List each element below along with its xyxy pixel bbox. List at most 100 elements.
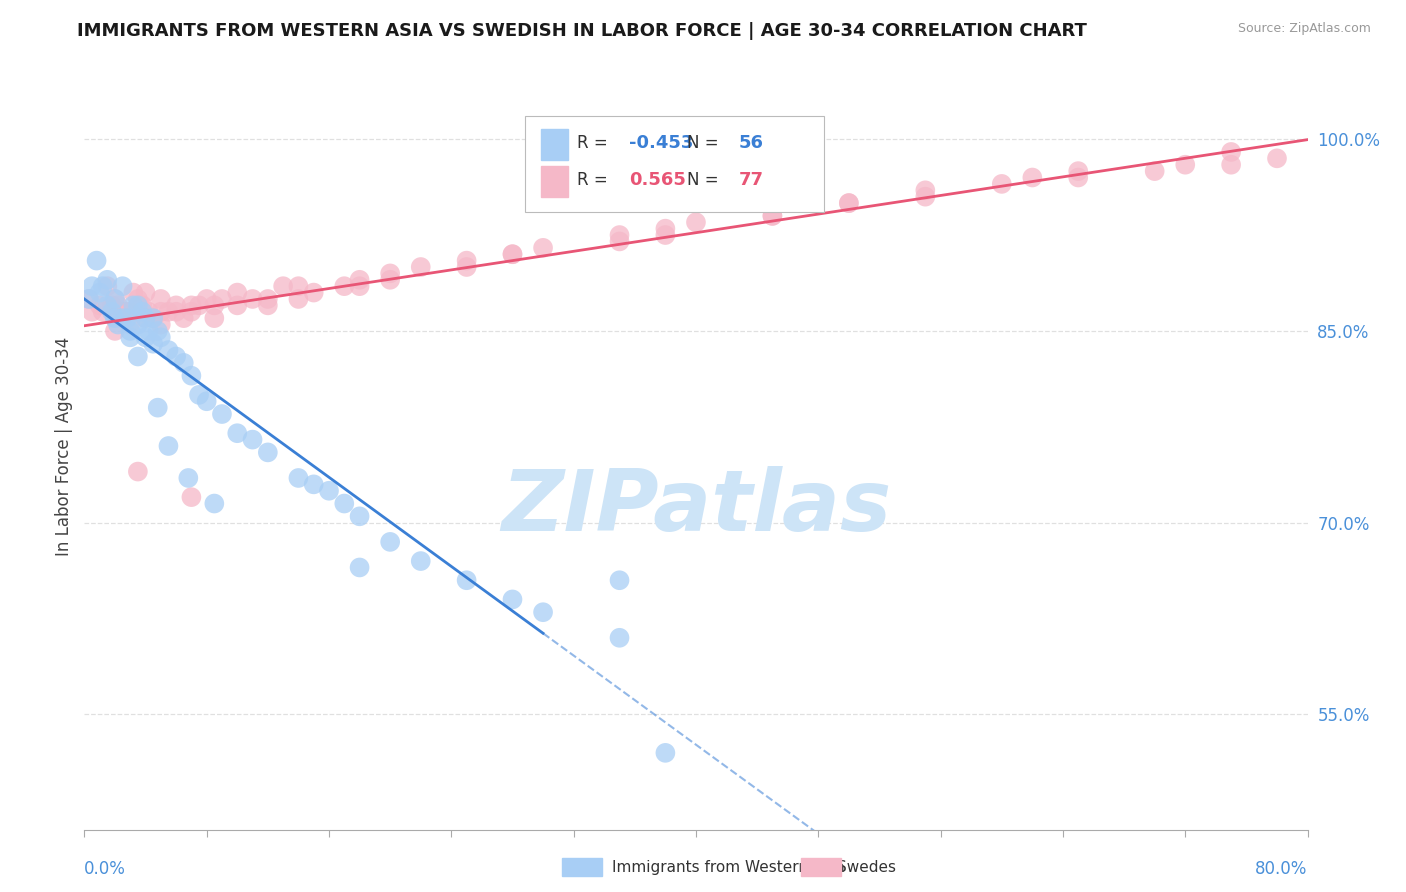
- Point: [142, 336, 165, 351]
- Point: [456, 253, 478, 268]
- Point: [226, 298, 249, 312]
- Point: [135, 311, 157, 326]
- Point: [135, 285, 157, 300]
- Point: [211, 292, 233, 306]
- Point: [531, 241, 554, 255]
- Point: [91, 305, 114, 319]
- Text: Immigrants from Western Asia: Immigrants from Western Asia: [612, 860, 845, 874]
- Point: [349, 279, 371, 293]
- Point: [146, 401, 169, 415]
- Point: [111, 311, 134, 326]
- Point: [226, 426, 249, 441]
- Text: ZIPatlas: ZIPatlas: [501, 466, 891, 549]
- Point: [142, 311, 165, 326]
- Point: [1021, 170, 1043, 185]
- Point: [142, 311, 165, 326]
- Point: [122, 285, 145, 300]
- Point: [89, 285, 111, 300]
- Point: [609, 235, 631, 249]
- Point: [202, 311, 225, 326]
- Point: [101, 298, 124, 312]
- Point: [127, 318, 149, 332]
- Point: [1143, 164, 1166, 178]
- Point: [149, 292, 172, 306]
- Point: [138, 324, 160, 338]
- Point: [609, 227, 631, 242]
- Point: [120, 330, 142, 344]
- Point: [96, 273, 118, 287]
- Point: [107, 298, 129, 312]
- Point: [120, 324, 142, 338]
- Point: [195, 394, 218, 409]
- Point: [180, 368, 202, 383]
- Point: [380, 273, 402, 287]
- Point: [242, 433, 264, 447]
- Point: [1220, 145, 1243, 159]
- Point: [157, 305, 180, 319]
- Text: R =: R =: [578, 170, 613, 189]
- Point: [654, 227, 676, 242]
- Point: [380, 266, 402, 280]
- Point: [104, 292, 127, 306]
- Point: [531, 605, 554, 619]
- Point: [302, 477, 325, 491]
- Point: [127, 292, 149, 306]
- Point: [177, 471, 200, 485]
- Point: [761, 209, 783, 223]
- Point: [202, 298, 225, 312]
- Point: [104, 324, 127, 338]
- Point: [104, 311, 127, 326]
- Text: Source: ZipAtlas.com: Source: ZipAtlas.com: [1237, 22, 1371, 36]
- Point: [609, 573, 631, 587]
- Text: IMMIGRANTS FROM WESTERN ASIA VS SWEDISH IN LABOR FORCE | AGE 30-34 CORRELATION C: IMMIGRANTS FROM WESTERN ASIA VS SWEDISH …: [77, 22, 1087, 40]
- Point: [111, 279, 134, 293]
- Text: 0.565: 0.565: [628, 170, 686, 189]
- Point: [409, 554, 432, 568]
- FancyBboxPatch shape: [524, 116, 824, 212]
- Point: [165, 298, 187, 312]
- Point: [86, 253, 108, 268]
- Text: Swedes: Swedes: [837, 860, 896, 874]
- Point: [287, 471, 309, 485]
- Point: [838, 196, 860, 211]
- Point: [157, 343, 180, 358]
- Point: [349, 509, 371, 524]
- Text: N =: N =: [688, 134, 724, 152]
- Point: [80, 279, 103, 293]
- Text: 77: 77: [738, 170, 763, 189]
- Point: [211, 407, 233, 421]
- Text: R =: R =: [578, 134, 613, 152]
- Point: [257, 298, 280, 312]
- Point: [226, 285, 249, 300]
- Bar: [541, 129, 568, 160]
- Point: [349, 273, 371, 287]
- Point: [654, 221, 676, 235]
- Point: [149, 305, 172, 319]
- Point: [120, 318, 142, 332]
- Point: [761, 209, 783, 223]
- Point: [165, 305, 187, 319]
- Y-axis label: In Labor Force | Age 30-34: In Labor Force | Age 30-34: [55, 336, 73, 556]
- Point: [127, 298, 149, 312]
- Point: [333, 279, 356, 293]
- Point: [91, 279, 114, 293]
- Point: [914, 189, 936, 203]
- Text: 80.0%: 80.0%: [1256, 860, 1308, 878]
- Point: [146, 324, 169, 338]
- Point: [502, 247, 524, 261]
- Point: [1265, 151, 1288, 165]
- Point: [991, 177, 1014, 191]
- Point: [173, 356, 195, 370]
- Point: [502, 592, 524, 607]
- Point: [349, 560, 371, 574]
- Point: [287, 292, 309, 306]
- Point: [149, 330, 172, 344]
- Point: [257, 445, 280, 459]
- Point: [80, 305, 103, 319]
- Point: [165, 350, 187, 364]
- Text: N =: N =: [688, 170, 724, 189]
- Point: [138, 305, 160, 319]
- Point: [127, 350, 149, 364]
- Point: [111, 305, 134, 319]
- Point: [271, 279, 294, 293]
